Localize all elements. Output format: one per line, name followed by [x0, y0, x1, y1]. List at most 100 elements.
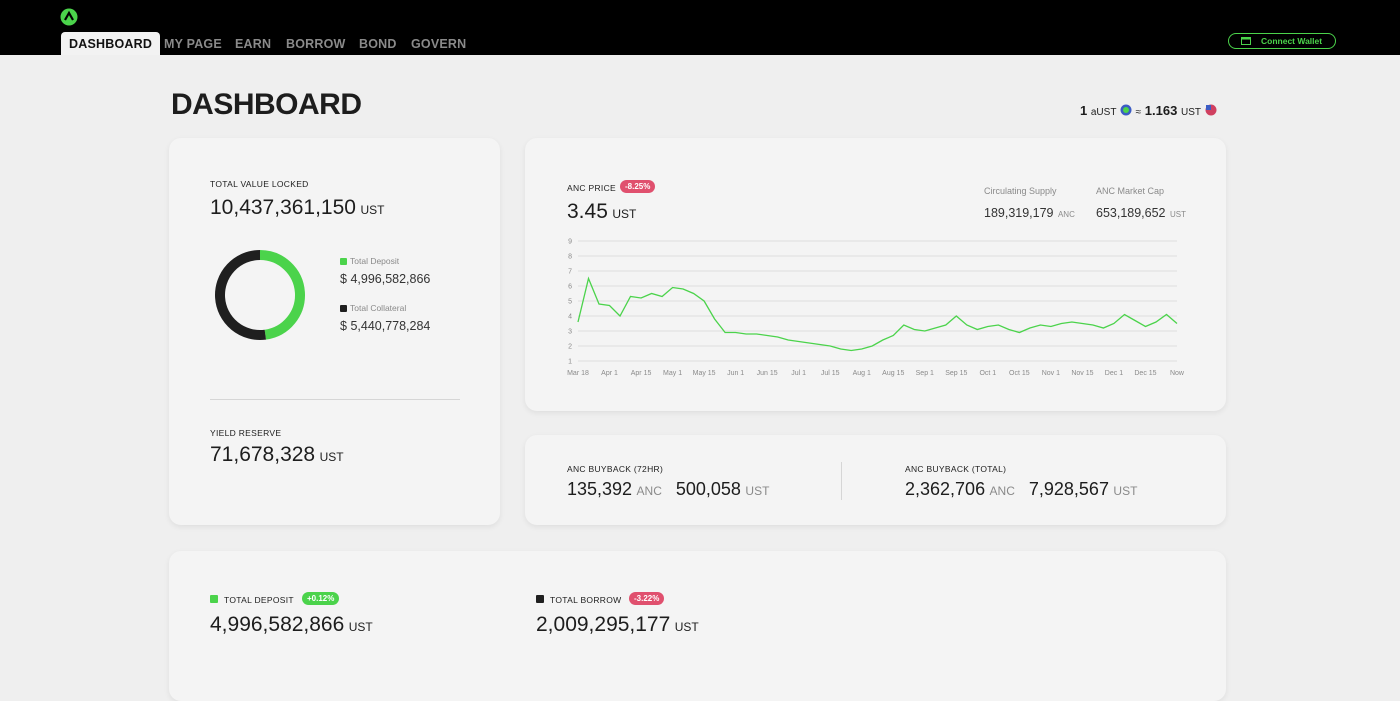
x-tick-label: Jul 1 [791, 370, 806, 377]
value: 10,437,361,150 [210, 196, 356, 219]
value: 71,678,328 [210, 443, 316, 466]
buyback-card [525, 435, 1226, 525]
y-tick-label: 6 [568, 284, 572, 291]
value: 3.45 [567, 200, 608, 223]
x-tick-label: Sep 1 [916, 370, 934, 377]
value-label: 4,996,582,866 [350, 272, 431, 286]
x-tick-label: May 15 [693, 370, 716, 377]
legend-value: $ 4,996,582,866 [340, 272, 430, 286]
tvl-value: 10,437,361,150 UST [210, 196, 384, 220]
nav-tab[interactable]: MY PAGE [164, 37, 222, 51]
x-tick-label: May 1 [663, 370, 682, 377]
rate-unit: UST [1180, 107, 1201, 118]
x-tick-label: Aug 1 [853, 370, 871, 377]
unit: UST [612, 207, 637, 221]
x-tick-label: Dec 1 [1105, 370, 1123, 377]
flag-icon [1205, 104, 1217, 116]
market-label: TOTAL DEPOSIT [224, 595, 294, 605]
anc-price-value: 3.45 UST [567, 200, 636, 224]
buyback-label: ANC BUYBACK (TOTAL) [905, 464, 1007, 474]
donut-chart [215, 250, 305, 340]
y-tick-label: 9 [568, 239, 572, 246]
x-tick-label: Dec 15 [1134, 370, 1156, 377]
y-tick-label: 5 [568, 299, 572, 306]
buyback-values: 2,362,706 ANC 7,928,567 UST [905, 479, 1137, 500]
nav-tab[interactable]: BORROW [286, 37, 346, 51]
value: 500,058 [675, 479, 741, 499]
x-tick-label: Sep 15 [945, 370, 967, 377]
price-line [577, 276, 1178, 352]
nav-tab[interactable]: DASHBOARD [61, 32, 161, 55]
legend-swatch [340, 258, 347, 265]
x-tick-label: Mar 18 [567, 370, 589, 377]
tvl-card [169, 138, 500, 525]
unit: UST [360, 203, 385, 217]
y-tick-label: 4 [568, 314, 572, 321]
page-title: DASHBOARD [171, 88, 362, 121]
stat-label: ANC Market Cap [1096, 186, 1165, 196]
x-tick-label: Jun 1 [727, 370, 744, 377]
legend-swatch [340, 305, 347, 312]
unit: UST [348, 620, 373, 634]
value: 189,319,179 [984, 206, 1054, 220]
buyback-values: 135,392 ANC 500,058 UST [567, 479, 769, 500]
currency: $ [340, 272, 347, 286]
donut-segment [215, 250, 266, 340]
anc-price-label: ANC PRICE [567, 183, 616, 193]
value: 135,392 [567, 479, 633, 499]
nav-tab[interactable]: EARN [235, 37, 272, 51]
unit: ANC [989, 484, 1015, 498]
market-value: 2,009,295,177 UST [536, 613, 699, 637]
stat-value: 189,319,179 ANC [984, 204, 1075, 222]
unit: ANC [1057, 210, 1075, 219]
change-badge: -3.22% [629, 592, 665, 605]
change-badge: -8.25% [620, 180, 656, 193]
x-tick-label: Jul 15 [821, 370, 840, 377]
x-tick-label: Oct 15 [1009, 370, 1030, 377]
page: { "nav": {"tabs": ["DASHBOARD", "MY PAGE… [0, 0, 1400, 637]
rate-unit: aUST [1090, 107, 1117, 118]
donut-segment [259, 250, 305, 340]
currency: $ [340, 319, 347, 333]
y-tick-label: 7 [568, 269, 572, 276]
x-tick-label: Nov 15 [1071, 370, 1093, 377]
nav-tab[interactable]: GOVERN [411, 37, 467, 51]
change-badge: +0.12% [302, 592, 340, 605]
rate-approx: ≈ [1135, 107, 1142, 118]
market-card [169, 551, 1226, 701]
x-tick-label: Apr 1 [601, 370, 618, 377]
nav-tab[interactable]: BOND [359, 37, 397, 51]
stat-label: Circulating Supply [984, 186, 1057, 196]
yield-reserve-label: YIELD RESERVE [210, 428, 282, 438]
x-tick-label: Nov 1 [1042, 370, 1060, 377]
legend-value: $ 5,440,778,284 [340, 319, 430, 333]
y-tick-label: 3 [568, 329, 572, 336]
divider [210, 399, 460, 400]
y-tick-label: 2 [568, 344, 572, 351]
wallet-icon [1241, 37, 1251, 45]
legend-label: Total Collateral [350, 303, 407, 313]
value: 7,928,567 [1028, 479, 1109, 499]
market-label: TOTAL BORROW [550, 595, 622, 605]
x-tick-label: Apr 15 [631, 370, 652, 377]
legend-label: Total Deposit [350, 256, 400, 266]
top-nav: DASHBOARD MY PAGE EARN BORROW BOND GOVER… [0, 0, 1400, 55]
unit: UST [1169, 210, 1186, 219]
unit: UST [319, 450, 344, 464]
y-tick-label: 8 [568, 254, 572, 261]
flag-icon [1120, 104, 1132, 116]
connect-wallet-button[interactable]: Connect Wallet [1228, 33, 1336, 49]
logo[interactable] [60, 8, 78, 26]
exchange-rate: 1 aUST ≈ 1.163 UST [1080, 103, 1217, 118]
value-label: 5,440,778,284 [350, 319, 431, 333]
x-tick-label: Oct 1 [979, 370, 996, 377]
value: 4,996,582,866 [210, 613, 345, 636]
legend-swatch [210, 595, 218, 603]
legend-swatch [536, 595, 544, 603]
x-tick-label: Aug 15 [882, 370, 904, 377]
value: 653,189,652 [1096, 206, 1166, 220]
unit: UST [1113, 484, 1138, 498]
value: 2,009,295,177 [536, 613, 671, 636]
market-value: 4,996,582,866 UST [210, 613, 373, 637]
unit: UST [745, 484, 770, 498]
